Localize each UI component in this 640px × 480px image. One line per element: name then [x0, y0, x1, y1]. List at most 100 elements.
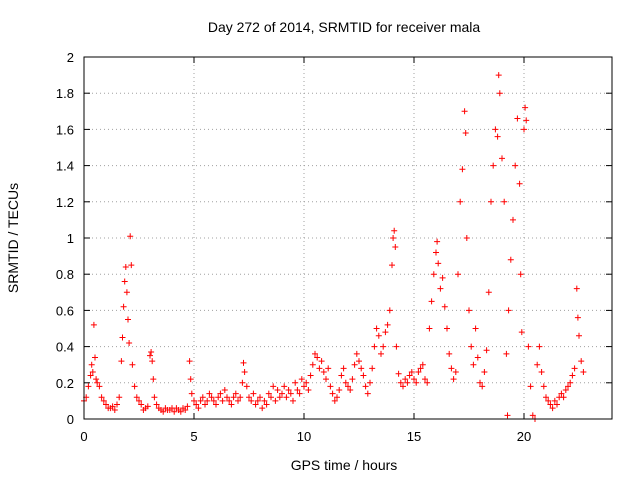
- data-point: [186, 358, 193, 365]
- data-point: [331, 397, 338, 404]
- data-point: [329, 390, 336, 397]
- data-point: [424, 379, 431, 386]
- data-point: [219, 397, 226, 404]
- data-point: [477, 379, 483, 386]
- data-point: [268, 394, 274, 401]
- data-point: [573, 285, 580, 292]
- data-point: [276, 394, 283, 401]
- data-point: [195, 405, 202, 412]
- data-point: [481, 368, 488, 375]
- data-point: [109, 403, 116, 410]
- data-point: [296, 390, 303, 397]
- data-point: [547, 401, 554, 408]
- data-point: [446, 350, 453, 357]
- data-point: [523, 117, 530, 124]
- data-point: [390, 235, 397, 241]
- data-point: [382, 329, 389, 336]
- data-point: [85, 383, 92, 390]
- data-point: [495, 72, 502, 79]
- data-point: [202, 401, 208, 408]
- data-point: [347, 387, 354, 394]
- data-point: [224, 394, 230, 401]
- data-point: [298, 376, 305, 383]
- data-point: [312, 350, 318, 357]
- data-point: [94, 379, 101, 386]
- data-point: [191, 397, 197, 404]
- data-point: [367, 379, 373, 386]
- data-point: [404, 379, 411, 386]
- data-point: [360, 372, 367, 379]
- data-point: [408, 368, 415, 375]
- data-point: [226, 397, 233, 404]
- data-point: [149, 358, 156, 365]
- data-point: [89, 368, 96, 375]
- data-point: [274, 387, 281, 394]
- data-point: [252, 401, 259, 408]
- data-point: [151, 394, 158, 401]
- data-point: [386, 307, 393, 314]
- data-point: [123, 289, 130, 296]
- data-point: [378, 350, 384, 357]
- data-point: [492, 126, 499, 133]
- data-point: [488, 198, 494, 205]
- data-point: [455, 271, 461, 278]
- data-point: [230, 394, 237, 401]
- data-point: [188, 390, 195, 397]
- data-point: [349, 376, 356, 383]
- y-tick-label: 0.2: [56, 376, 74, 391]
- data-point: [466, 307, 472, 314]
- data-point: [494, 133, 501, 140]
- data-point: [126, 339, 133, 346]
- data-point: [461, 108, 468, 115]
- data-point: [419, 361, 426, 368]
- data-point: [144, 403, 151, 410]
- data-point: [208, 394, 215, 401]
- data-point: [441, 303, 448, 310]
- data-point: [160, 408, 167, 415]
- data-point: [448, 365, 455, 372]
- data-point: [565, 383, 571, 390]
- data-point: [270, 383, 277, 390]
- data-point: [279, 390, 285, 397]
- data-point: [217, 390, 224, 397]
- data-point: [228, 401, 235, 408]
- data-point: [147, 352, 153, 359]
- data-point: [250, 390, 257, 397]
- data-point: [459, 166, 466, 173]
- data-point: [215, 394, 222, 401]
- data-point: [342, 379, 349, 386]
- data-point: [358, 365, 365, 372]
- y-tick-labels: 0 0.2 0.4 0.6 0.8 1 1.2 1.4 1.6 1.8 2: [56, 50, 74, 427]
- data-point: [393, 343, 400, 350]
- data-point: [129, 361, 136, 368]
- data-point: [504, 412, 511, 419]
- data-point: [232, 390, 239, 397]
- data-point: [206, 390, 213, 397]
- y-tick-label: 1.2: [56, 195, 74, 210]
- data-point: [356, 358, 362, 365]
- data-point: [496, 90, 503, 97]
- data-point: [240, 359, 247, 366]
- data-point: [127, 233, 134, 240]
- data-point: [128, 262, 135, 269]
- x-tick-label: 15: [407, 429, 421, 444]
- y-tick-label: 1.4: [56, 159, 74, 174]
- data-point: [100, 397, 107, 404]
- grid: [84, 57, 612, 419]
- data-point: [527, 383, 534, 390]
- data-point: [549, 405, 556, 412]
- data-point: [525, 343, 532, 350]
- data-point: [235, 397, 241, 404]
- data-point: [503, 350, 510, 357]
- data-point: [490, 162, 497, 169]
- data-point: [435, 260, 442, 267]
- data-point: [131, 383, 138, 390]
- data-point: [239, 379, 246, 386]
- data-point: [384, 321, 391, 328]
- data-point: [422, 376, 428, 383]
- data-point: [98, 394, 105, 401]
- data-point: [281, 383, 288, 390]
- data-point: [571, 365, 578, 372]
- data-point: [193, 401, 200, 408]
- data-point: [538, 368, 545, 375]
